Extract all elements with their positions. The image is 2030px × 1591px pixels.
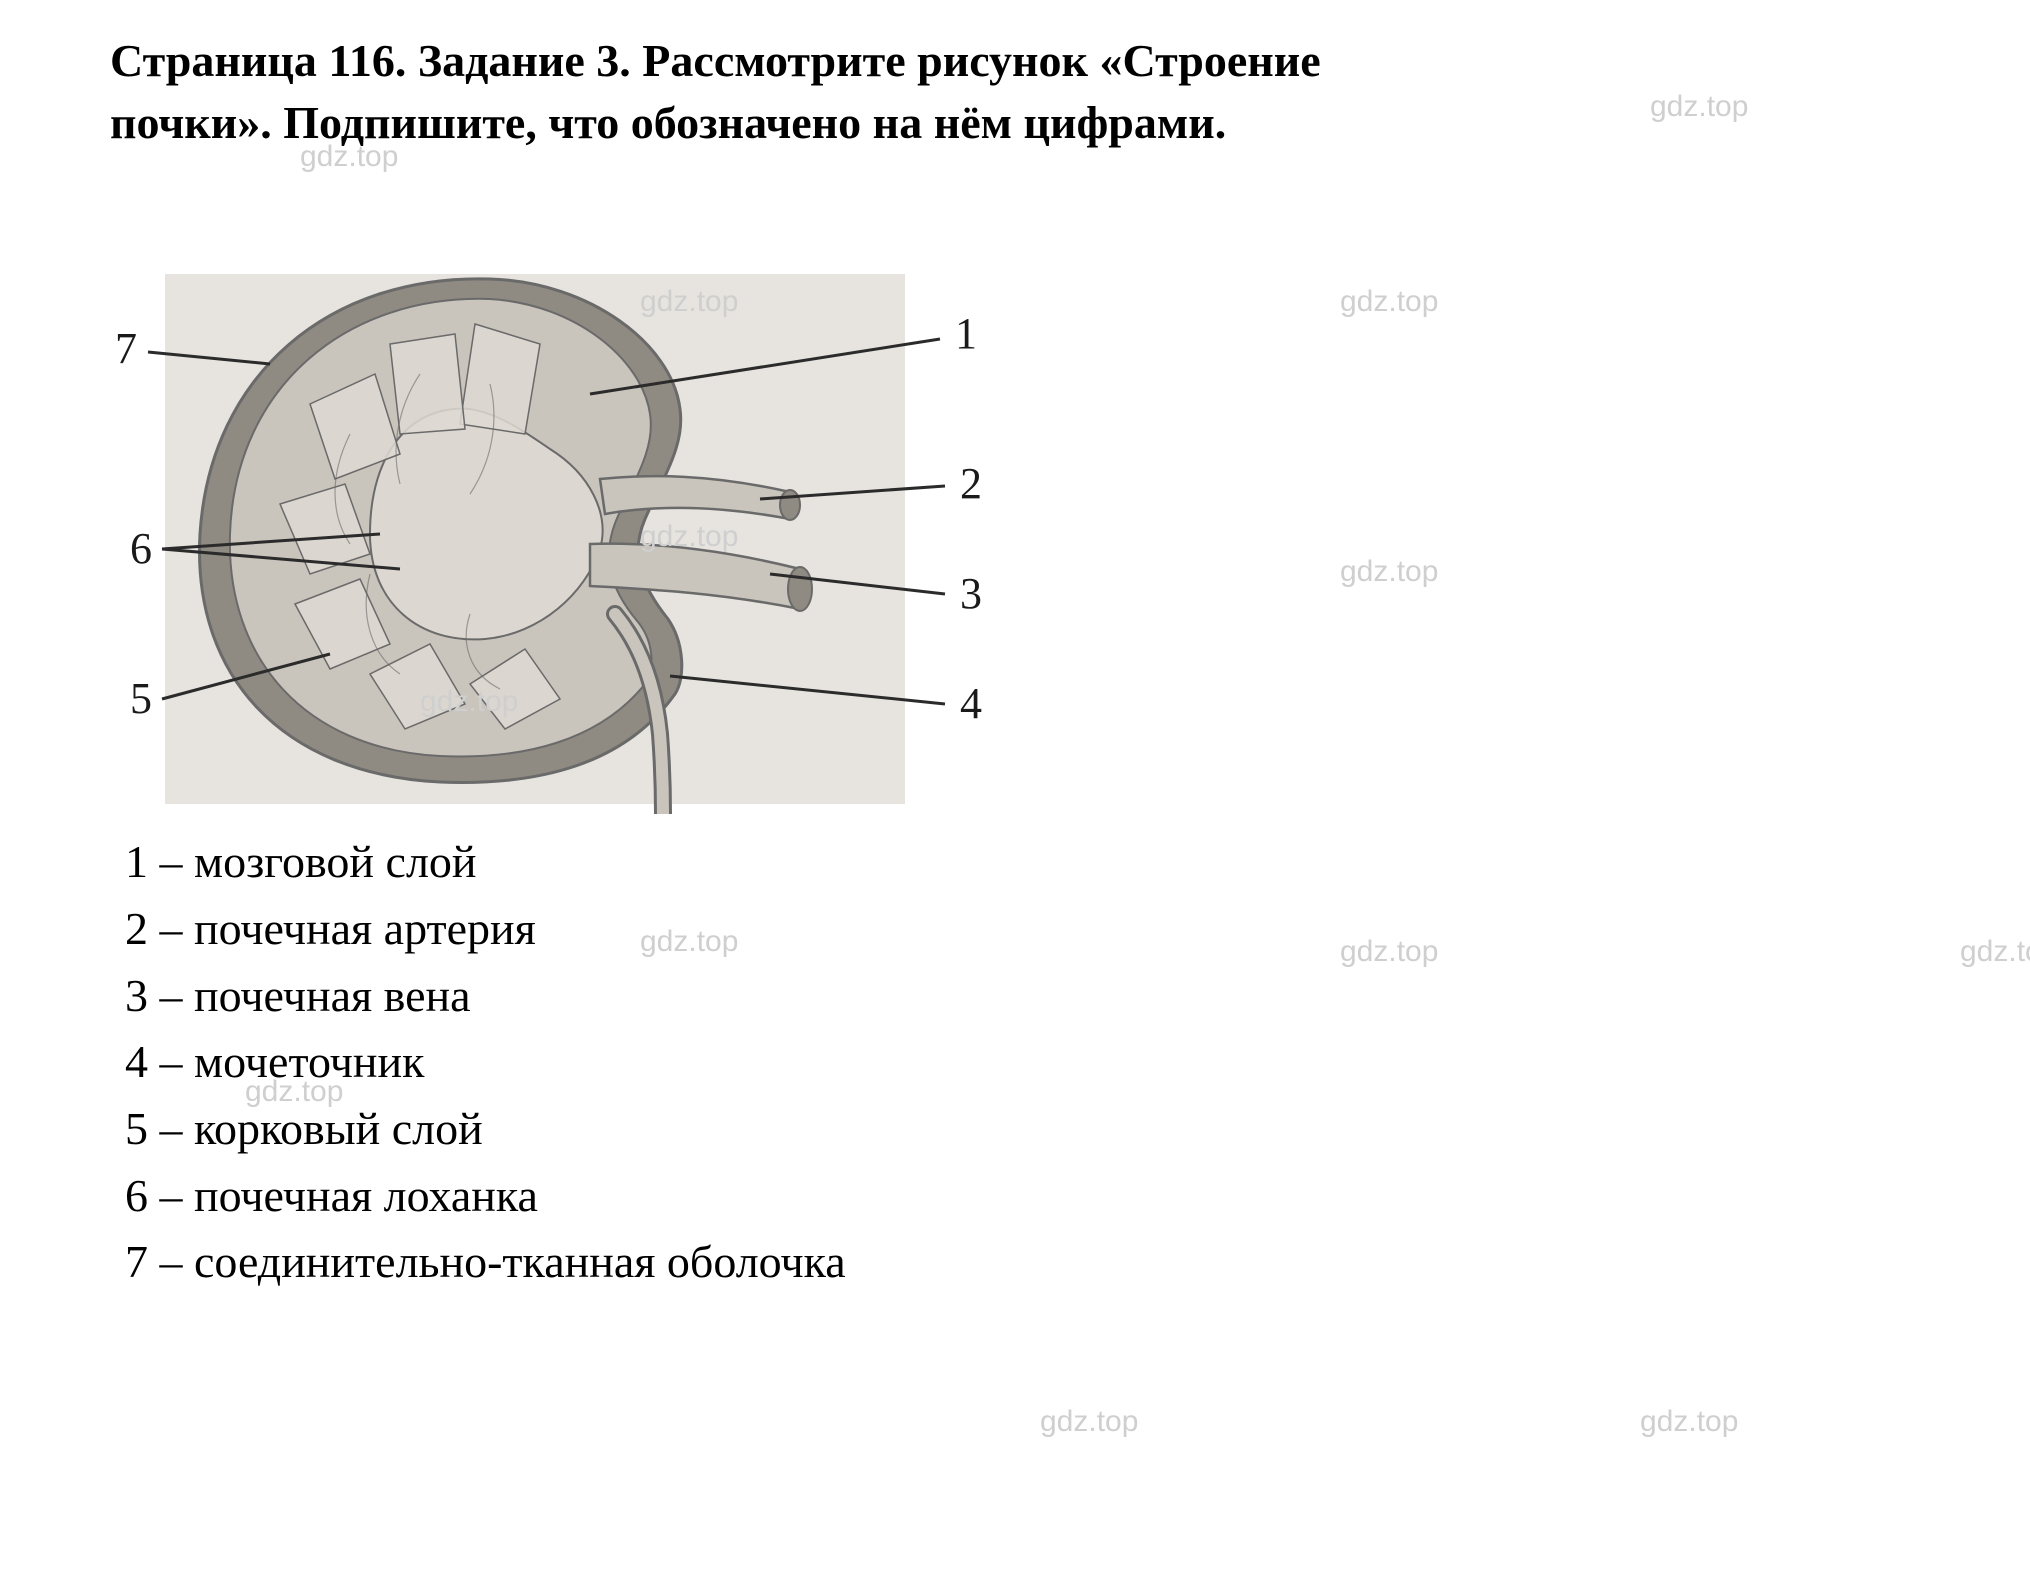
answer-row: 6 – почечная лоханка — [125, 1163, 1990, 1230]
answer-row: 7 – соединительно-тканная оболочка — [125, 1229, 1990, 1296]
kidney-svg: 1 2 3 4 5 6 7 — [70, 174, 1010, 814]
diagram-label-6: 6 — [130, 524, 152, 573]
watermark: gdz.top — [1640, 1405, 1738, 1439]
diagram-label-4: 4 — [960, 679, 982, 728]
watermark: gdz.top — [1040, 1405, 1138, 1439]
answer-list: 1 – мозговой слой2 – почечная артерия3 –… — [40, 829, 1990, 1296]
figure-block: 1 2 3 4 5 6 7 — [40, 174, 1990, 814]
answer-row: 1 – мозговой слой — [125, 829, 1990, 896]
answer-row: 5 – корковый слой — [125, 1096, 1990, 1163]
heading-line1: Страница 116. Задание 3. Рассмотрите рис… — [110, 35, 1321, 86]
kidney-figure: 1 2 3 4 5 6 7 — [70, 174, 1010, 814]
diagram-label-1: 1 — [955, 309, 977, 358]
page-root: Страница 116. Задание 3. Рассмотрите рис… — [0, 0, 2030, 1591]
diagram-label-2: 2 — [960, 459, 982, 508]
diagram-label-5: 5 — [130, 674, 152, 723]
task-heading: Страница 116. Задание 3. Рассмотрите рис… — [40, 30, 1990, 154]
heading-line2: почки». Подпишите, что обозначено на нём… — [110, 97, 1226, 148]
answer-row: 2 – почечная артерия — [125, 896, 1990, 963]
answer-row: 4 – мочеточник — [125, 1029, 1990, 1096]
diagram-label-3: 3 — [960, 569, 982, 618]
diagram-label-7: 7 — [115, 324, 137, 373]
answer-row: 3 – почечная вена — [125, 963, 1990, 1030]
